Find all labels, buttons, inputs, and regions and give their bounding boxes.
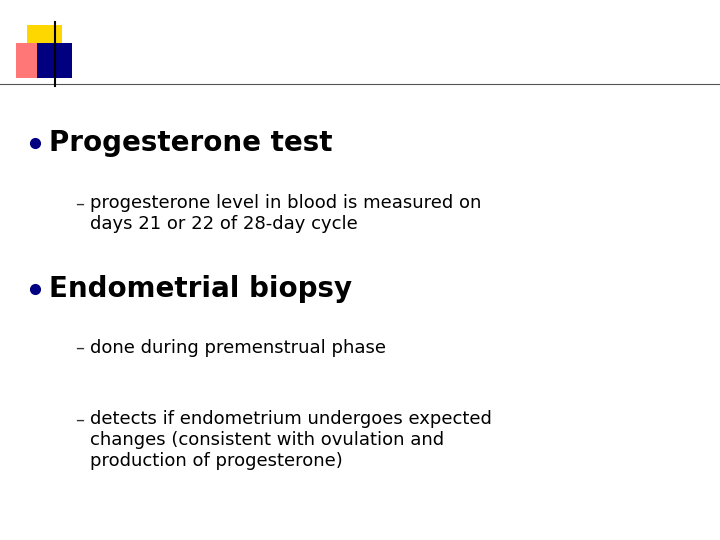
Text: –: –	[76, 194, 85, 212]
Text: Endometrial biopsy: Endometrial biopsy	[49, 275, 352, 303]
Text: Progesterone test: Progesterone test	[49, 129, 333, 157]
Text: –: –	[76, 410, 85, 428]
Bar	[16, 43, 50, 78]
Text: –: –	[76, 339, 85, 357]
Text: done during premenstrual phase: done during premenstrual phase	[90, 339, 386, 357]
Text: detects if endometrium undergoes expected
changes (consistent with ovulation and: detects if endometrium undergoes expecte…	[90, 410, 492, 470]
Text: progesterone level in blood is measured on
days 21 or 22 of 28-day cycle: progesterone level in blood is measured …	[90, 194, 482, 233]
Bar	[27, 25, 62, 60]
Bar	[37, 43, 72, 78]
